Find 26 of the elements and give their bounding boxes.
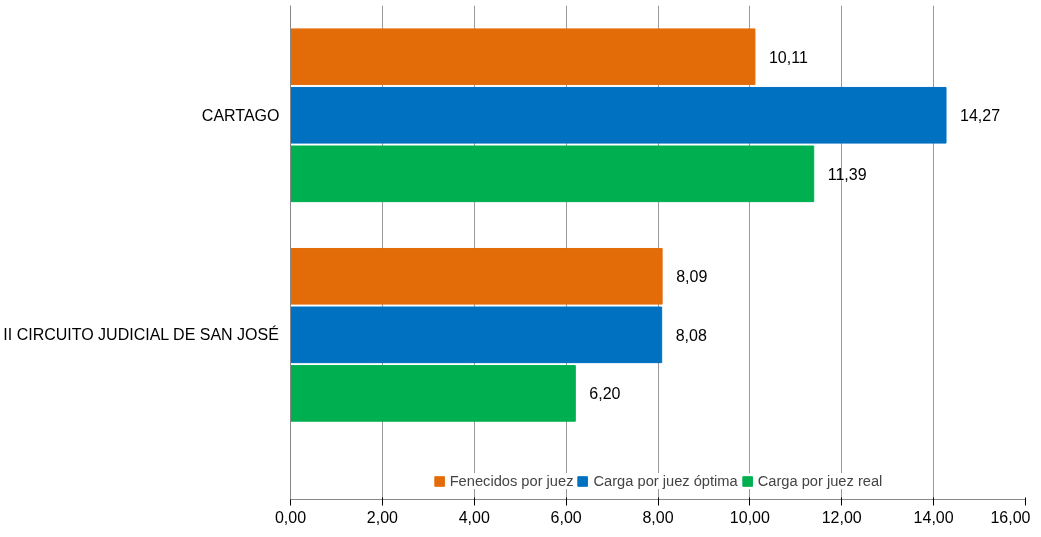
bar [290, 28, 756, 86]
x-tick-label: 6,00 [550, 508, 582, 526]
bar [290, 306, 663, 364]
data-label: 11,39 [827, 165, 867, 183]
y-tick-label: CARTAGO [201, 106, 280, 124]
x-tick-label: 2,00 [366, 508, 399, 526]
bar [290, 86, 947, 144]
data-label: 6,20 [589, 385, 621, 403]
legend-label: Fenecidos por juez [449, 473, 574, 489]
x-tick-label: 4,00 [458, 508, 490, 526]
bar [290, 247, 663, 305]
y-tick-label: II CIRCUITO JUDICIAL DE SAN JOSÉ [3, 325, 279, 344]
legend-label: Carga por juez óptima [593, 473, 738, 489]
data-label: 14,27 [960, 107, 1001, 125]
x-tick-label: 14,00 [913, 508, 954, 526]
data-label: 8,09 [676, 268, 708, 286]
bar [290, 145, 815, 203]
x-tick-label: 10,00 [729, 508, 770, 526]
bar [290, 365, 576, 422]
x-tick-label: 8,00 [642, 508, 674, 526]
legend-label: Carga por juez real [757, 473, 883, 489]
data-label: 10,11 [768, 48, 808, 66]
data-label: 8,08 [675, 326, 707, 344]
x-tick-label: 12,00 [821, 508, 862, 526]
x-tick-label: 0,00 [274, 508, 307, 526]
x-tick-label: 16,00 [990, 508, 1031, 526]
